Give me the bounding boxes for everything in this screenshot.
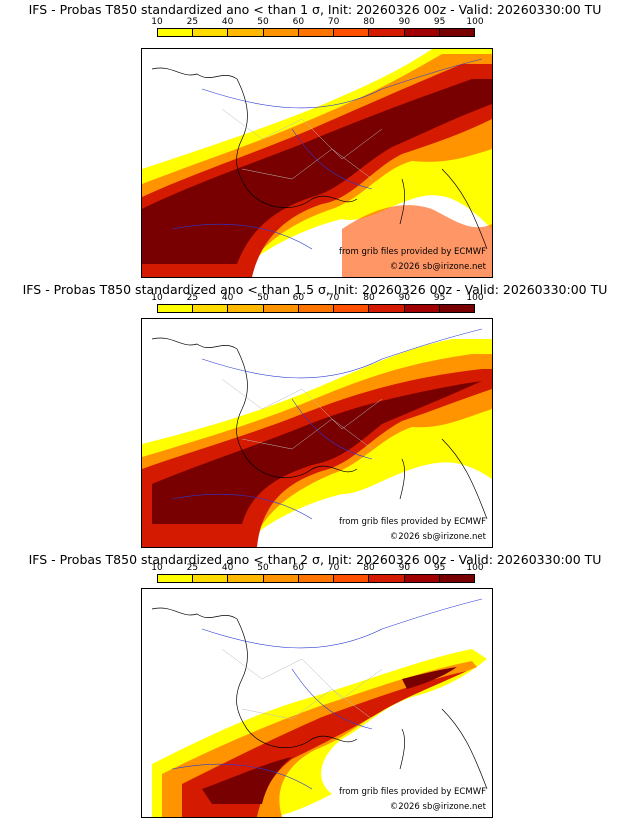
colorbar-swatch bbox=[404, 305, 440, 312]
colorbar-swatches bbox=[157, 574, 475, 583]
colorbar-swatch bbox=[298, 29, 335, 36]
copyright-notice: ©2026 sb@irizone.net bbox=[389, 802, 486, 812]
colorbar-tick-label: 90 bbox=[398, 293, 411, 303]
colorbar-swatch bbox=[439, 29, 474, 36]
colorbar-swatch bbox=[334, 305, 370, 312]
map-panel-1: IFS - Probas T850 standardized ano < tha… bbox=[0, 0, 630, 278]
coastlines bbox=[151, 337, 488, 520]
probability-fill bbox=[152, 649, 487, 817]
colorbar-swatches bbox=[157, 304, 475, 313]
probability-map: from grib files provided by ECMWF ©2026 … bbox=[141, 48, 493, 278]
panel-title: IFS - Probas T850 standardized ano < tha… bbox=[22, 282, 608, 297]
colorbar-swatch bbox=[158, 575, 194, 582]
colorbar-tick-label: 10 bbox=[151, 17, 163, 27]
colorbar-tick-label: 25 bbox=[186, 17, 199, 27]
colorbar-tick-label: 25 bbox=[186, 563, 199, 573]
coastlines bbox=[151, 67, 488, 250]
colorbar-tick-label: 50 bbox=[257, 293, 269, 303]
colorbar-tick-label: 95 bbox=[433, 293, 446, 303]
panel-title: IFS - Probas T850 standardized ano < tha… bbox=[28, 2, 602, 17]
colorbar-tick-label: 100 bbox=[466, 563, 484, 573]
map-panel-3: IFS - Probas T850 standardized ano < tha… bbox=[0, 540, 630, 818]
colorbar-swatch bbox=[404, 29, 440, 36]
colorbar-tick-label: 40 bbox=[221, 17, 234, 27]
colorbar-tick-label: 90 bbox=[398, 17, 411, 27]
source-credit: from grib files provided by ECMWF bbox=[339, 787, 486, 797]
colorbar-swatches bbox=[157, 28, 475, 37]
map-graphic bbox=[142, 328, 492, 547]
colorbar-swatch bbox=[158, 305, 194, 312]
colorbar: 10 25 40 50 60 70 80 90 95 100 bbox=[151, 563, 484, 591]
source-credit: from grib files provided by ECMWF bbox=[339, 247, 486, 257]
colorbar-tick-label: 80 bbox=[363, 563, 375, 573]
colorbar-swatch bbox=[369, 575, 405, 582]
rivers bbox=[171, 328, 483, 520]
colorbar-swatch bbox=[298, 575, 335, 582]
copyright-notice: ©2026 sb@irizone.net bbox=[389, 532, 486, 542]
colorbar-tick-label: 90 bbox=[398, 563, 411, 573]
colorbar: 10 25 40 50 60 70 80 90 95 100 bbox=[151, 293, 484, 321]
colorbar-tick-label: 100 bbox=[466, 293, 484, 303]
colorbar: 10 25 40 50 60 70 80 90 95 100 bbox=[151, 17, 484, 45]
colorbar-swatch bbox=[228, 305, 264, 312]
colorbar-tick-label: 80 bbox=[363, 293, 375, 303]
colorbar-swatch bbox=[334, 29, 370, 36]
colorbar-swatch bbox=[439, 305, 474, 312]
source-credit: from grib files provided by ECMWF bbox=[339, 517, 486, 527]
colorbar-swatch bbox=[439, 575, 474, 582]
coastlines bbox=[151, 607, 488, 790]
map-graphic bbox=[151, 598, 488, 817]
colorbar-swatch bbox=[334, 575, 370, 582]
rivers bbox=[171, 58, 483, 250]
colorbar-tick-label: 80 bbox=[363, 17, 375, 27]
copyright-notice: ©2026 sb@irizone.net bbox=[389, 262, 486, 272]
colorbar-swatch bbox=[263, 575, 299, 582]
probability-map: from grib files provided by ECMWF ©2026 … bbox=[141, 588, 493, 818]
colorbar-tick-label: 40 bbox=[221, 293, 234, 303]
colorbar-tick-label: 10 bbox=[151, 563, 163, 573]
colorbar-tick-label: 50 bbox=[257, 563, 269, 573]
panel-title: IFS - Probas T850 standardized ano < tha… bbox=[28, 552, 602, 567]
colorbar-swatch bbox=[193, 29, 229, 36]
colorbar-tick-label: 60 bbox=[292, 17, 305, 27]
probability-map: from grib files provided by ECMWF ©2026 … bbox=[141, 318, 493, 548]
colorbar-tick-label: 10 bbox=[151, 293, 163, 303]
colorbar-tick-label: 40 bbox=[221, 563, 234, 573]
colorbar-labels: 10 25 40 50 60 70 80 90 95 100 bbox=[151, 17, 483, 28]
colorbar-tick-label: 95 bbox=[433, 563, 446, 573]
probability-fill bbox=[142, 339, 492, 547]
colorbar-labels: 10 25 40 50 60 70 80 90 95 100 bbox=[151, 293, 483, 304]
rivers bbox=[171, 598, 483, 790]
map-panel-2: IFS - Probas T850 standardized ano < tha… bbox=[0, 270, 630, 548]
colorbar-swatch bbox=[228, 29, 264, 36]
colorbar-tick-label: 100 bbox=[466, 17, 484, 27]
colorbar-tick-label: 95 bbox=[433, 17, 446, 27]
colorbar-labels: 10 25 40 50 60 70 80 90 95 100 bbox=[151, 563, 483, 574]
colorbar-tick-label: 70 bbox=[327, 293, 340, 303]
colorbar-swatch bbox=[158, 29, 194, 36]
colorbar-swatch bbox=[193, 575, 229, 582]
colorbar-tick-label: 60 bbox=[292, 293, 305, 303]
probability-fill bbox=[142, 49, 492, 277]
regional-borders bbox=[221, 648, 383, 720]
regional-borders bbox=[221, 378, 383, 450]
colorbar-swatch bbox=[228, 575, 264, 582]
colorbar-tick-label: 50 bbox=[257, 17, 269, 27]
map-graphic bbox=[142, 49, 492, 277]
colorbar-swatch bbox=[298, 305, 335, 312]
colorbar-swatch bbox=[263, 29, 299, 36]
colorbar-swatch bbox=[369, 305, 405, 312]
regional-borders bbox=[221, 108, 383, 180]
colorbar-swatch bbox=[369, 29, 405, 36]
colorbar-swatch bbox=[404, 575, 440, 582]
colorbar-tick-label: 60 bbox=[292, 563, 305, 573]
colorbar-swatch bbox=[263, 305, 299, 312]
colorbar-tick-label: 70 bbox=[327, 563, 340, 573]
colorbar-tick-label: 25 bbox=[186, 293, 199, 303]
colorbar-swatch bbox=[193, 305, 229, 312]
colorbar-tick-label: 70 bbox=[327, 17, 340, 27]
